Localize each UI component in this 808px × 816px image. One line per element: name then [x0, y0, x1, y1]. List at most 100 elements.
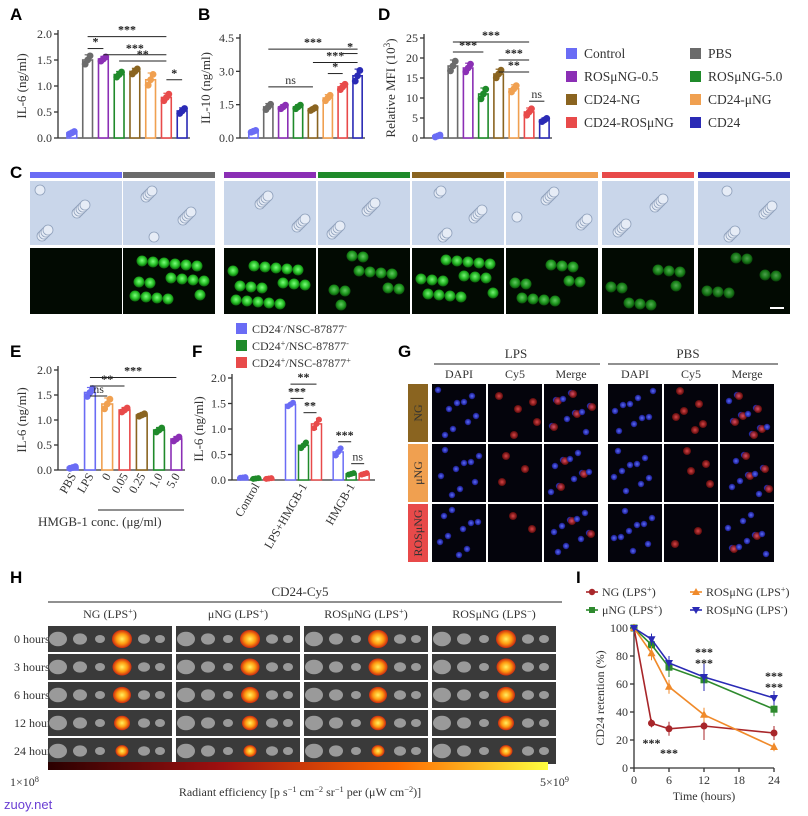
panel-title: CD24-Cy5 — [271, 584, 328, 599]
fluorescent-cell — [455, 291, 467, 303]
organ — [223, 691, 233, 699]
fluorescent-cell — [140, 291, 152, 303]
fluorescent-cell — [437, 275, 449, 287]
organ — [73, 689, 87, 701]
cell — [766, 200, 778, 212]
heat-signal — [497, 686, 515, 704]
x-tick-label: 12 — [698, 773, 710, 787]
fluorescent-cell — [248, 260, 260, 272]
cell — [369, 197, 381, 209]
cell — [511, 211, 523, 223]
fluorescent-cell — [187, 274, 199, 286]
fluorescent-cell — [527, 293, 539, 305]
x-tick-label: LPS — [74, 471, 96, 496]
fluorescent-cell — [270, 262, 282, 274]
chart-b: 0.01.53.04.5IL-10 (ng/ml) ns******** — [198, 31, 365, 145]
y-tick-label: 60 — [616, 677, 628, 691]
text-span: IL-10 (ng/ml) — [198, 52, 213, 124]
y-tick-label: 0.5 — [37, 438, 52, 452]
x-axis-label: Time (hours) — [673, 789, 736, 803]
heat-signal — [499, 745, 513, 757]
organ — [539, 635, 549, 643]
organ — [223, 663, 233, 671]
fluorescent-cell — [136, 255, 148, 267]
y-tick-label: 1.0 — [37, 413, 52, 427]
data-point — [700, 674, 708, 682]
fluorescent-cell — [194, 289, 206, 301]
fluorescent-cell — [444, 290, 456, 302]
text-span: ) — [383, 38, 398, 42]
text-span: ) — [786, 585, 790, 599]
panel-letter-h: H — [10, 568, 22, 587]
cy5-signal — [731, 418, 739, 426]
column-title: Merge — [731, 367, 762, 381]
nucleus — [633, 460, 641, 468]
fluorescent-cell — [741, 253, 753, 265]
text-span: CD24 — [252, 339, 281, 353]
fluorescent-cell — [770, 270, 782, 282]
x-tick-label: 0.05 — [108, 471, 131, 496]
text-span: )] — [413, 785, 421, 799]
data-point — [700, 722, 708, 730]
nucleus — [464, 418, 472, 426]
superscript: + — [128, 607, 133, 616]
significance-label: ns — [93, 382, 104, 396]
organ — [305, 743, 323, 759]
y-tick-label: 0.5 — [37, 105, 52, 119]
nucleus — [460, 459, 468, 467]
data-point — [512, 82, 520, 89]
nucleus — [640, 520, 648, 528]
organ — [479, 663, 489, 671]
data-point — [175, 433, 183, 441]
organ — [138, 746, 150, 756]
y-tick-label: 4.5 — [219, 31, 234, 45]
organ — [433, 687, 451, 703]
organ — [73, 717, 87, 729]
y-tick-label: 15 — [406, 71, 418, 85]
legend-label: CD24-μNG — [708, 92, 772, 107]
cy5-signal — [750, 431, 758, 439]
organ — [201, 745, 215, 757]
bar — [508, 88, 520, 139]
x-tick-label: 6 — [666, 773, 672, 787]
fluorescent-cell — [567, 261, 579, 273]
data-point — [665, 682, 673, 690]
organ — [522, 662, 534, 672]
organ — [457, 661, 471, 673]
organ — [223, 719, 233, 727]
y-tick-label: 2.0 — [211, 371, 226, 385]
organ — [351, 691, 361, 699]
nucleus — [577, 535, 585, 543]
nucleus — [475, 452, 483, 460]
fluorescent-cell — [263, 297, 275, 309]
cy5-signal — [671, 540, 679, 548]
nucleus — [456, 485, 464, 493]
organ — [479, 635, 489, 643]
fluorescent-cell — [484, 258, 496, 270]
data-point — [630, 625, 638, 633]
fluorescent-cell — [393, 283, 405, 295]
legend-label: ROSμNG-0.5 — [584, 69, 659, 84]
y-tick-label: 25 — [406, 31, 418, 45]
organ — [457, 745, 471, 757]
data-point — [665, 725, 673, 733]
ivis-image — [432, 626, 556, 652]
superscript: + — [653, 603, 658, 612]
confocal-image — [432, 384, 486, 442]
y-tick-label: 2.0 — [37, 27, 52, 41]
text-span: CD24 — [252, 356, 281, 370]
legend-label: CD24 — [708, 115, 741, 130]
superscript: 9 — [565, 775, 569, 784]
superscript: + — [281, 339, 286, 348]
nucleus — [452, 465, 460, 473]
organ — [201, 717, 215, 729]
legend-label: CD24-ROSμNG — [584, 115, 674, 130]
organ — [138, 634, 150, 644]
nucleus — [559, 395, 567, 403]
text-span: /NSC-87877 — [285, 339, 346, 353]
data-point — [118, 68, 125, 76]
nucleus — [724, 524, 732, 532]
ivis-image — [48, 654, 172, 680]
nucleus — [581, 509, 589, 517]
